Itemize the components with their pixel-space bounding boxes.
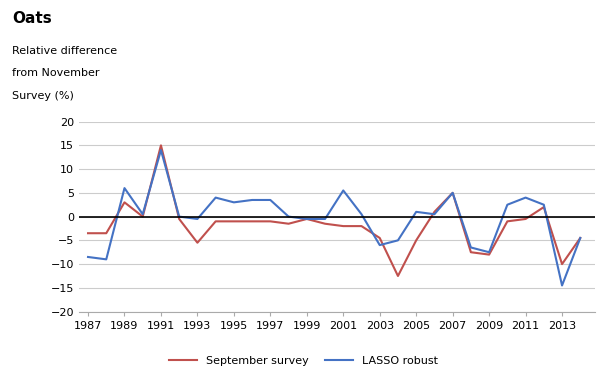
LASSO robust [358,212,365,217]
September survey [84,231,92,236]
LASSO robust [303,217,310,221]
LASSO robust [467,245,475,250]
LASSO robust [413,210,420,214]
September survey [486,252,493,257]
LASSO robust [212,195,219,200]
September survey [175,217,183,221]
LASSO robust [194,217,201,221]
Line: LASSO robust: LASSO robust [88,150,580,285]
September survey [230,219,237,223]
LASSO robust [376,243,384,247]
September survey [395,274,402,278]
Legend: September survey, LASSO robust: September survey, LASSO robust [164,352,443,370]
LASSO robust [340,188,347,193]
September survey [431,210,438,214]
LASSO robust [230,200,237,205]
September survey [467,250,475,255]
LASSO robust [139,212,146,217]
September survey [522,217,529,221]
Text: Oats: Oats [12,11,52,26]
September survey [504,219,511,223]
September survey [121,200,128,205]
September survey [103,231,110,236]
September survey [449,191,456,195]
LASSO robust [266,198,274,202]
LASSO robust [175,214,183,219]
September survey [321,222,328,226]
September survey [285,222,292,226]
September survey [139,214,146,219]
September survey [157,143,164,148]
September survey [340,224,347,228]
Text: from November: from November [12,68,100,78]
LASSO robust [504,203,511,207]
September survey [266,219,274,223]
LASSO robust [103,257,110,262]
September survey [376,236,384,240]
Line: September survey: September survey [88,146,580,276]
September survey [558,262,566,266]
LASSO robust [121,186,128,190]
LASSO robust [248,198,256,202]
September survey [248,219,256,223]
September survey [358,224,365,228]
September survey [413,238,420,243]
LASSO robust [522,195,529,200]
LASSO robust [84,255,92,259]
LASSO robust [321,217,328,221]
September survey [540,205,548,209]
LASSO robust [449,191,456,195]
LASSO robust [157,148,164,152]
LASSO robust [540,203,548,207]
September survey [577,236,584,240]
Text: Relative difference: Relative difference [12,46,117,55]
LASSO robust [577,236,584,240]
LASSO robust [431,212,438,217]
LASSO robust [285,214,292,219]
September survey [303,217,310,221]
LASSO robust [395,238,402,243]
September survey [194,241,201,245]
September survey [212,219,219,223]
LASSO robust [558,283,566,288]
Text: Survey (%): Survey (%) [12,91,74,101]
LASSO robust [486,250,493,255]
